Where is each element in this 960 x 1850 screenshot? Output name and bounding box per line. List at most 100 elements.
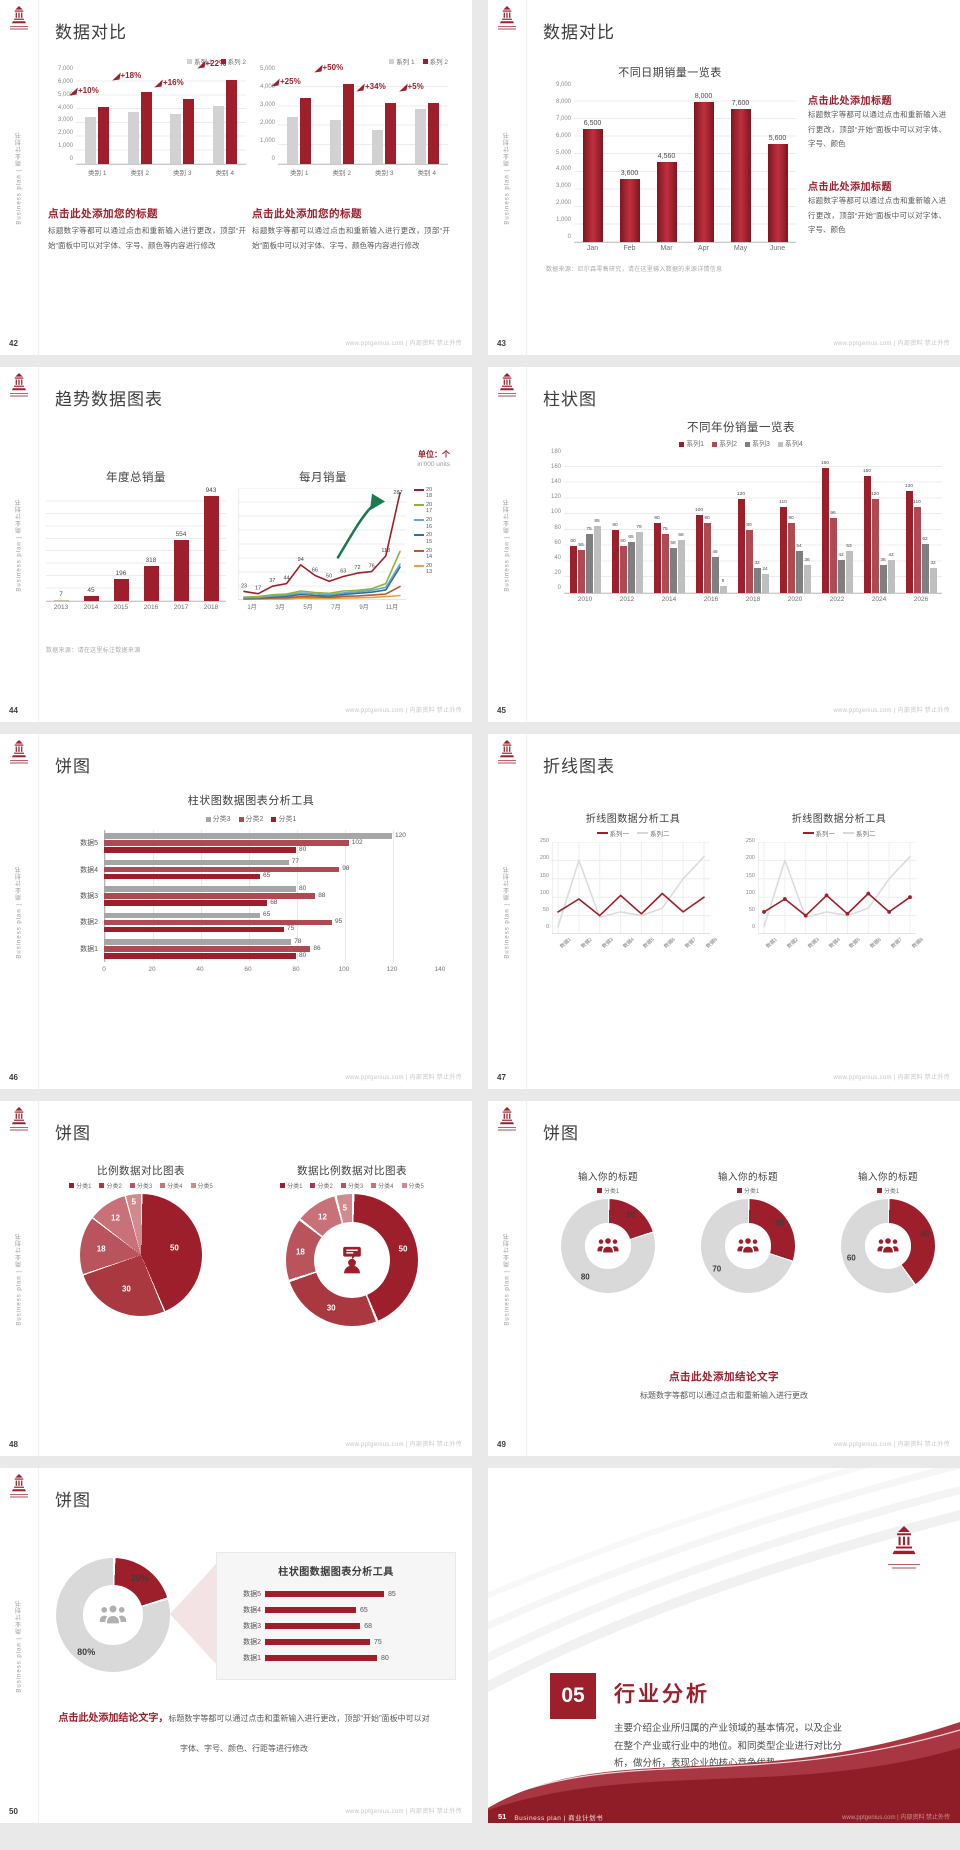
bar: 54 [795,452,803,593]
slide-left-rail: Business plan | 商业计划书 [488,0,527,355]
legend-label: 2013 [426,562,433,575]
y-tick-label: 120 [550,494,561,501]
pie-face: 20% 80% [56,1558,170,1672]
x-tick-label: 100 [338,966,350,973]
y-tick-label: 9,000 [555,82,571,88]
bar-value-label: 36 [804,557,810,563]
chart-plot-body: 7,000 6,000 5,000 4,000 3,000 2,000 1,000 0 +10%… [48,59,246,165]
row-label: 数据3 [243,1623,261,1630]
bar: 65 [627,452,635,593]
bar-group: 318 [136,490,166,601]
legend-item: 系列1 [679,439,704,449]
legend-item: 分类1 [280,1181,302,1190]
x-tick-label: 数据5 [642,936,657,950]
y-axis: 250 200 150 100 50 0 [740,838,758,931]
line-analysis-chart: 折线图数据分析工具 系列一 系列二 250 200 150 100 50 0 数据1 数据2 数据3 数… [740,810,938,950]
y-tick-label: 150 [745,872,755,879]
bar-fill [104,953,296,959]
bar: 120 [871,452,879,593]
legend-label: 2014 [426,547,433,560]
bar-value-label: 65 [263,872,271,880]
bar: 80 [104,846,452,853]
bar-value-label: 88 [318,891,326,899]
legend-swatch-icon [596,832,608,834]
slide-50-donut-with-panel[interactable]: Business plan | 商业计划书 饼图 点击此处添加结论文字，标题数字… [0,1468,472,1823]
legend-item: 分类1 [736,1186,759,1195]
bar-group: +10% [69,69,119,164]
chart-title: 输入你的标题 [717,1172,778,1183]
bar-fill [656,162,677,242]
ratio-donut-chart: 20% 80% [54,1554,172,1672]
x-tick-label: 60 [244,966,252,973]
svg-text:37: 37 [269,578,275,584]
bar-group: 数据3 68 [231,1618,441,1634]
bar-value-label: 75 [586,527,592,533]
bar-fill [212,105,224,164]
bar-fill [829,517,837,593]
slide-title: 数据对比 [543,23,615,42]
slide-canvas: 比例数据对比图表 分类1 分类2 分类3 分类4 分类5 50 30 18 12 5 数据比例数据对比… [0,1101,472,1456]
y-tick-label: 4,000 [259,84,275,90]
y-tick-label: 2,000 [259,120,275,126]
bar-value-label: 78 [294,937,302,945]
x-tick-label: Apr [698,245,709,252]
legend-label: 分类1 [883,1189,900,1195]
bar: 32 [753,452,761,593]
bar-fill [104,859,289,866]
block-body: 标题数字等都可以通过点击和重新输入进行更改，顶部“开始”面板中可以对字体、字号、… [808,110,946,149]
slide-43-data-comparison[interactable]: Business plan | 商业计划书 数据对比 数据来源：尼尔森零售研究，… [488,0,960,355]
legend-swatch-icon [414,504,424,507]
slide-45-column-chart[interactable]: Business plan | 商业计划书 柱状图 不同年份销量一览表 系列1 系列… [488,367,960,722]
bar-value-label: 943 [205,487,217,495]
bar-value-label: 6,500 [583,119,602,127]
slide-48-pie-charts[interactable]: Business plan | 商业计划书 饼图 比例数据对比图表 分类1 分类2 分… [0,1101,472,1456]
bar-value-label: 42 [888,553,894,559]
bar [98,69,110,164]
bar-value-label: 318 [145,556,157,564]
slide-left-rail: Business plan | 商业计划书 [0,367,39,722]
chart-plot-body: 9,000 8,000 7,000 6,000 5,000 4,000 3,000 2,000… [544,82,796,243]
x-tick-label: 类别 2 [130,170,149,177]
chart-legend: 分类1 分类2 分类3 分类4 分类5 [46,1181,236,1190]
x-tick-label: 80 [292,966,300,973]
bar-fill [143,565,159,601]
x-tick-label: 数据6 [663,936,677,950]
legend-item: 2017 [414,502,434,515]
bar-fill [53,600,69,601]
legend-label: 系列4 [784,441,803,448]
slide-51-section-divider[interactable]: 05 行业分析 主要介绍企业所归属的产业领域的基本情况，以及企业在整个产业或行业… [488,1468,960,1823]
bar-value-label: 53 [846,544,852,550]
bar: 160 [820,452,830,593]
slide-47-line-charts[interactable]: Business plan | 商业计划书 折线图表 折线图数据分析工具 系列一系… [488,734,960,1089]
slide-footer-text: www.pptgenius.com | 内部资料 禁止外传 [833,341,950,347]
bar: 7,600 [730,85,751,242]
slide-footer-text: www.pptgenius.com | 内部资料 禁止外传 [345,341,462,347]
row-label: 数据4 [243,1607,261,1614]
slide-49-donut-charts[interactable]: Business plan | 商业计划书 饼图 点击此处添加结论文字 标题数字… [488,1101,960,1456]
x-tick-label: 数据8 [911,936,925,950]
bar-value-label: 7 [59,591,63,599]
plot-area [757,841,916,935]
bar-value-label: 160 [820,460,830,466]
growth-annotation: +5% [398,82,424,92]
annotation-label: +34% [365,82,386,92]
legend-label: 分类3 [347,1184,364,1190]
y-axis: 250 200 150 100 50 0 [534,838,552,931]
bar-group: 6,500 [574,85,611,242]
annotation-label: +5% [407,82,424,92]
bar: 75 [661,452,669,593]
bar-group: 554 [166,490,196,601]
bar-value-label: 45 [87,587,95,595]
page-number: 51 [498,1812,507,1821]
row-label: 数据3 [80,892,98,900]
slide-canvas: 点击此处添加结论文字，标题数字等都可以通过点击和重新输入进行更改，顶部“开始”面… [0,1468,472,1823]
bar-fill [761,574,769,593]
legend-item: 分类3 [205,814,231,824]
slide-44-trend-charts[interactable]: Business plan | 商业计划书 趋势数据图表 单位：个 in'000… [0,367,472,722]
pie-face: 40 60 [841,1199,935,1293]
slide-46-horizontal-bars[interactable]: Business plan | 商业计划书 饼图 柱状图数据图表分析工具 分类3 分… [0,734,472,1089]
legend-item: 系列 1 [187,56,213,66]
bar: 88 [104,891,452,899]
pin-flag-icon [69,87,78,96]
slide-42-data-comparison[interactable]: Business plan | 商业计划书 数据对比 点击此处添加您的标题 标题… [0,0,472,355]
